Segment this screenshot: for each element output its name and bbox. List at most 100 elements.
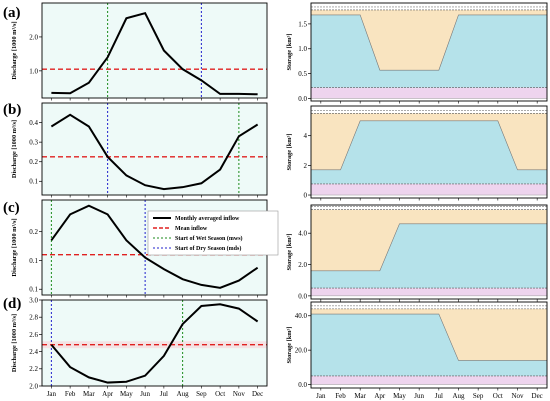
y-tick-label: 2 — [304, 162, 308, 170]
x-tick-label: Jun — [140, 390, 150, 398]
discharge-panel-3: 2.0 2.2 2.4 2.6 2.8 3.0 Jan Feb Mar Apr May Jun Jul A… — [11, 296, 268, 398]
deficit-area — [311, 308, 547, 361]
x-tick-label: Aug — [452, 392, 465, 400]
storage-line — [311, 120, 547, 171]
y-tick-label: 0.3 — [29, 139, 38, 147]
y-tick-label: 3.0 — [29, 296, 38, 304]
panel-label-a: (a) — [3, 5, 21, 21]
panel-label-d: (d) — [3, 296, 21, 312]
y-tick-label: 4 — [304, 132, 308, 140]
discharge-panel-1: 0.1 0.2 0.3 0.4 Discharge [1000 m³/s] — [11, 102, 268, 198]
y-tick-label: 2.2 — [29, 365, 38, 373]
legend-label-mean: Mean inflow — [175, 226, 208, 232]
y-tick-label: 0.5 — [298, 70, 307, 78]
deficit-area — [311, 113, 547, 170]
y-tick-label: 2.8 — [29, 314, 38, 322]
y-tick-label: 4.0 — [298, 230, 307, 238]
y-tick-label: 0.1 — [29, 257, 38, 265]
y-tick-label: 40.0 — [295, 312, 308, 320]
y-axis-label: Storage [km³] — [286, 133, 293, 170]
storage-panel-0: 0.0 0.5 1.0 1.5 Storage [km³] — [286, 2, 548, 104]
y-axis-label: Discharge [1000 m³/s] — [11, 218, 18, 276]
y-tick-label: 0.1 — [29, 178, 38, 186]
y-tick-label: 20.0 — [295, 347, 308, 355]
storage-area — [311, 120, 547, 184]
plot-frame — [41, 299, 268, 387]
legend: Monthly averaged inflow Mean inflow Star… — [147, 210, 279, 256]
y-tick-label: 2.0 — [29, 33, 38, 41]
y-tick-label: 0.0 — [298, 292, 307, 300]
y-tick-label: 1.0 — [298, 45, 307, 53]
x-tick-label: Mar — [83, 390, 95, 398]
x-tick-label: Nov — [511, 392, 524, 400]
y-tick-label: 0.0 — [298, 381, 307, 389]
x-tick-label: May — [393, 392, 406, 400]
storage-area — [311, 314, 547, 376]
dead-storage-area — [311, 183, 547, 196]
deficit-area — [311, 9, 547, 71]
x-tick-label: Feb — [335, 392, 346, 400]
y-tick-label: 0 — [304, 191, 308, 199]
x-tick-label: May — [120, 390, 133, 398]
plot-frame — [41, 2, 268, 99]
x-tick-label: Jan — [316, 392, 326, 400]
storage-panel-1: 0 2 4 Storage [km³] — [286, 105, 548, 201]
x-tick-label: Apr — [374, 392, 386, 400]
y-tick-label: 2.6 — [29, 331, 38, 339]
storage-line — [311, 313, 547, 361]
inflow-line — [50, 113, 259, 191]
x-tick-label: Jul — [435, 392, 443, 400]
x-tick-label: Jul — [160, 390, 168, 398]
x-tick-label: Nov — [233, 390, 246, 398]
y-tick-label: 2.0 — [29, 382, 38, 390]
plot-frame — [310, 105, 548, 199]
legend-label-wet: Start of Wet Season (mws) — [175, 235, 243, 242]
y-axis-label: Storage [km³] — [286, 326, 293, 363]
y-axis-label: Discharge [1000 m³/s] — [11, 120, 18, 178]
x-tick-label: Dec — [252, 390, 263, 398]
x-tick-label: Jun — [414, 392, 424, 400]
plot-frame — [41, 102, 268, 196]
plot-frame — [310, 2, 548, 102]
y-axis-label: Discharge [1000 m³/s] — [11, 314, 18, 372]
y-tick-label: 0.1 — [29, 286, 38, 294]
x-tick-label: Sep — [473, 392, 484, 400]
x-tick-label: Dec — [532, 392, 543, 400]
y-tick-label: 1.5 — [298, 20, 307, 28]
plot-layer: 1.0 2.0 Discharge [1000 m³/s] 0.1 0.2 0.3 0.4 D… — [11, 2, 548, 400]
legend-label-monthly: Monthly averaged inflow — [175, 216, 240, 222]
panel-label-c: (c) — [3, 200, 20, 216]
x-tick-label: Jan — [47, 390, 57, 398]
y-tick-label: 0.2 — [29, 228, 38, 236]
storage-panel-2: 0.0 2.0 4.0 Storage [km³] — [286, 204, 548, 302]
y-axis-label: Discharge [1000 m³/s] — [11, 21, 18, 79]
dead-storage-area — [311, 87, 547, 99]
panel-label-b: (b) — [3, 102, 21, 118]
y-axis-label: Storage [km³] — [286, 33, 293, 70]
x-tick-label: Oct — [493, 392, 503, 400]
inflow-line — [50, 204, 259, 289]
legend-label-dry: Start of Dry Season (mds) — [175, 245, 241, 252]
plot-frame — [310, 301, 548, 389]
dead-storage-area — [311, 288, 547, 296]
x-tick-label: Sep — [196, 390, 207, 398]
y-tick-label: 0.4 — [29, 119, 38, 127]
y-tick-label: 0.2 — [29, 158, 38, 166]
storage-panel-3: 0.0 20.0 40.0 Jan Feb Mar Apr May Jun Jul Aug Sep Oc… — [286, 301, 548, 400]
deficit-area — [311, 209, 547, 271]
x-tick-label: Mar — [354, 392, 366, 400]
x-tick-label: Feb — [65, 390, 76, 398]
dead-storage-area — [311, 375, 547, 385]
y-tick-label: 1.0 — [29, 67, 38, 75]
discharge-panel-0: 1.0 2.0 Discharge [1000 m³/s] — [11, 2, 268, 101]
plot-area — [42, 103, 267, 195]
storage-area — [311, 14, 547, 88]
x-tick-label: Oct — [215, 390, 225, 398]
y-axis-label: Storage [km³] — [286, 233, 293, 270]
y-tick-label: 0.0 — [298, 95, 307, 103]
x-tick-label: Aug — [177, 390, 190, 398]
storage-line — [311, 14, 547, 71]
plot-area — [42, 3, 267, 98]
plot-frame — [310, 204, 548, 300]
